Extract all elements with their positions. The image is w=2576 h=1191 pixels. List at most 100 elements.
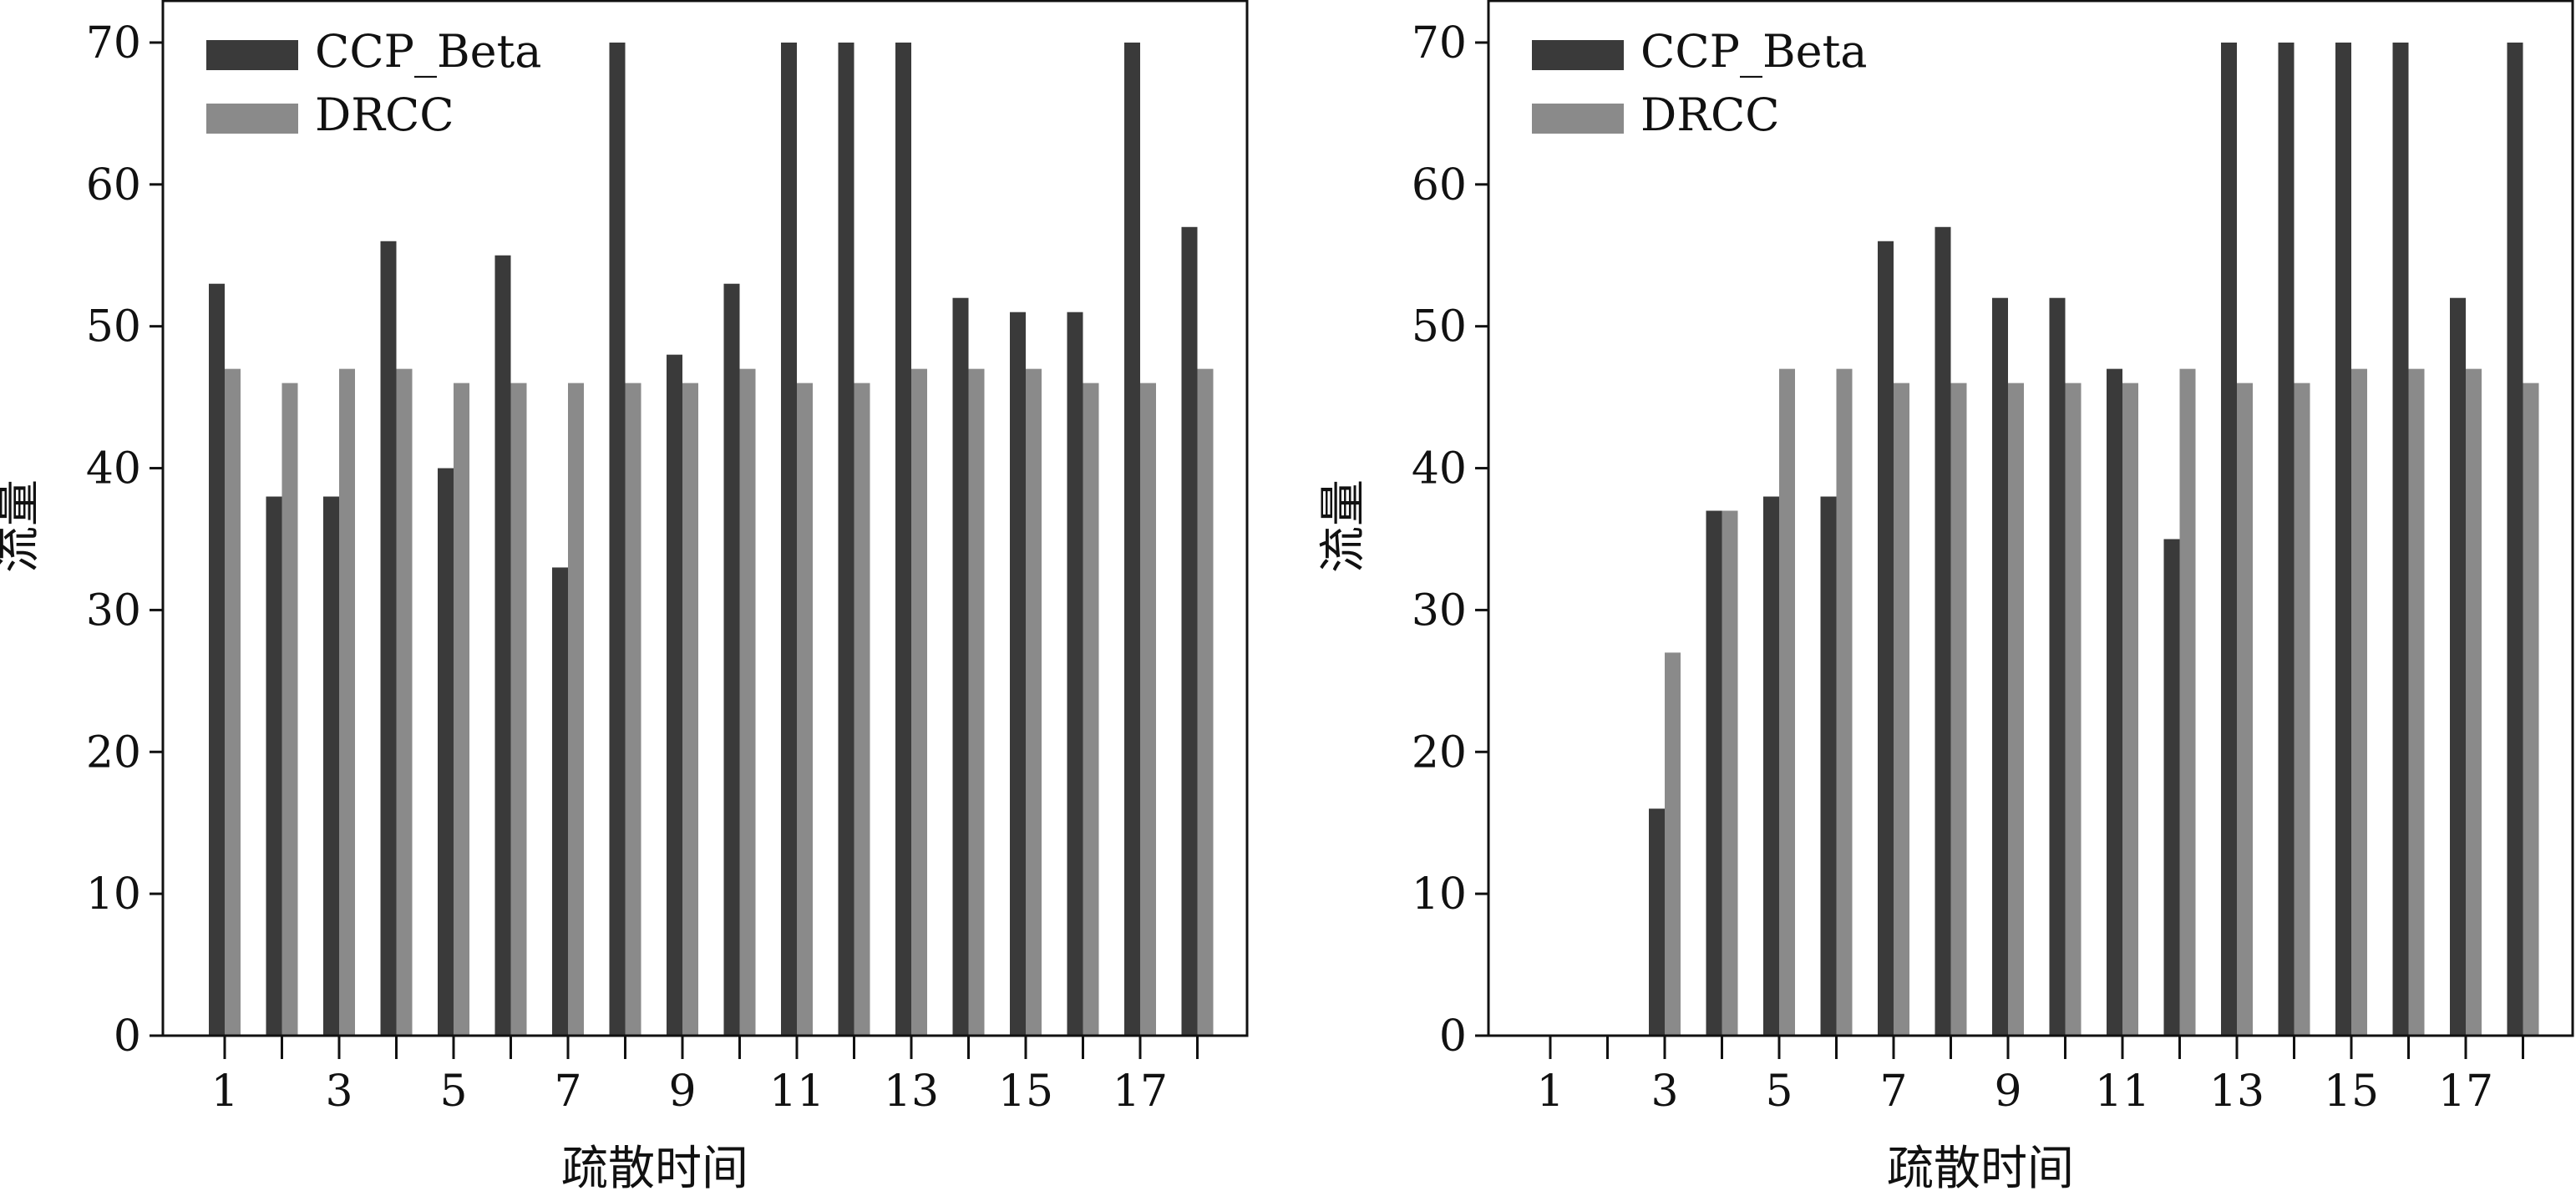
bar-series2-2 [281, 383, 298, 1036]
bar-series2-16 [1083, 383, 1099, 1036]
bar-series2-8 [625, 383, 641, 1036]
bar-series1-9 [667, 354, 682, 1036]
bar-series1-1 [209, 283, 225, 1036]
y-tick-label: 40 [1412, 444, 1467, 494]
x-tick-label: 7 [554, 1067, 581, 1117]
bar-series1-5 [1763, 496, 1779, 1036]
x-tick-label: 13 [2209, 1067, 2264, 1117]
y-tick-label: 0 [114, 1011, 141, 1062]
bar-series2-14 [968, 368, 985, 1036]
bar-series2-3 [339, 368, 355, 1036]
bar-series1-10 [2049, 297, 2066, 1036]
x-tick-label: 1 [210, 1067, 238, 1117]
bar-series1-16 [1067, 312, 1083, 1036]
bar-series2-9 [682, 383, 698, 1036]
bar-series2-10 [2065, 383, 2082, 1036]
bar-series2-6 [510, 383, 527, 1036]
bar-series1-18 [2507, 42, 2523, 1036]
bar-series1-4 [380, 241, 397, 1036]
bar-series2-18 [1197, 368, 1214, 1036]
y-tick-label: 70 [1412, 18, 1467, 68]
bar-series2-6 [1836, 368, 1853, 1036]
y-axis-label: 流量 [1316, 479, 1371, 573]
bar-series2-17 [2466, 368, 2482, 1036]
bar-series1-3 [1649, 808, 1665, 1036]
x-axis-label: 疏散时间 [1887, 1142, 2074, 1191]
y-tick-label: 20 [1412, 727, 1467, 778]
x-tick-label: 5 [439, 1067, 467, 1117]
bar-series2-15 [2351, 368, 2367, 1036]
bar-series1-7 [1878, 241, 1894, 1036]
legend-label-2: DRCC [315, 89, 454, 141]
bar-series2-13 [2237, 383, 2253, 1036]
x-tick-label: 13 [884, 1067, 939, 1117]
legend-label-2: DRCC [1640, 89, 1780, 141]
bar-series1-7 [552, 567, 568, 1036]
x-tick-label: 7 [1879, 1067, 1907, 1117]
x-tick-label: 15 [2324, 1067, 2379, 1117]
y-tick-label: 20 [86, 727, 141, 778]
bar-series2-9 [2008, 383, 2024, 1036]
bar-series1-15 [1010, 312, 1026, 1036]
x-tick-label: 3 [325, 1067, 352, 1117]
bar-series2-11 [2122, 383, 2138, 1036]
plot-frame [1487, 0, 2574, 1037]
bar-series2-12 [2179, 368, 2196, 1036]
y-tick-label: 60 [86, 160, 141, 210]
legend-swatch-2 [1532, 104, 1624, 134]
legend-swatch-1 [206, 40, 298, 70]
bar-series1-5 [438, 468, 454, 1036]
bar-series1-6 [494, 255, 511, 1036]
bar-series1-8 [1935, 226, 1951, 1036]
bar-series1-15 [2335, 42, 2351, 1036]
x-tick-label: 3 [1651, 1067, 1678, 1117]
bar-series1-12 [838, 42, 854, 1036]
bar-series2-14 [2294, 383, 2310, 1036]
y-tick-label: 0 [1439, 1011, 1467, 1062]
bar-series1-14 [2278, 42, 2295, 1036]
bar-series1-18 [1181, 226, 1198, 1036]
bar-series1-17 [1124, 42, 1140, 1036]
x-tick-label: 9 [668, 1067, 696, 1117]
y-tick-label: 30 [1412, 585, 1467, 636]
bar-series2-4 [396, 368, 413, 1036]
bar-series1-11 [2107, 368, 2122, 1036]
y-tick-label: 70 [86, 18, 141, 68]
bar-series1-11 [781, 42, 797, 1036]
legend-label-1: CCP_Beta [315, 25, 542, 78]
bar-series2-10 [739, 368, 756, 1036]
y-axis-label: 流量 [0, 479, 45, 573]
y-tick-label: 50 [1412, 302, 1467, 352]
y-tick-label: 30 [86, 585, 141, 636]
bar-series2-5 [454, 383, 469, 1036]
bar-series1-14 [952, 297, 969, 1036]
bar-series2-1 [225, 368, 241, 1036]
x-tick-label: 17 [2438, 1067, 2493, 1117]
bar-series1-9 [1992, 297, 2008, 1036]
bar-series2-13 [911, 368, 927, 1036]
y-tick-label: 60 [1412, 160, 1467, 210]
bar-series2-18 [2523, 383, 2539, 1036]
y-tick-label: 10 [1412, 869, 1467, 920]
y-tick-label: 40 [86, 444, 141, 494]
x-tick-label: 11 [2095, 1067, 2150, 1117]
x-axis-label: 疏散时间 [561, 1142, 748, 1191]
x-tick-label: 5 [1765, 1067, 1793, 1117]
bar-series1-13 [2221, 42, 2237, 1036]
legend-swatch-1 [1532, 40, 1624, 70]
bar-series2-3 [1665, 652, 1681, 1036]
bar-series1-12 [2163, 539, 2180, 1036]
x-tick-label: 11 [769, 1067, 824, 1117]
bar-series2-15 [1026, 368, 1042, 1036]
bar-series2-5 [1779, 368, 1795, 1036]
bar-series1-6 [1820, 496, 1837, 1036]
bar-series1-13 [895, 42, 911, 1036]
bar-series2-17 [1140, 383, 1156, 1036]
bar-series1-8 [609, 42, 626, 1036]
plot-frame [161, 0, 1249, 1037]
bar-series2-7 [568, 383, 584, 1036]
bar-series1-4 [1706, 510, 1722, 1036]
